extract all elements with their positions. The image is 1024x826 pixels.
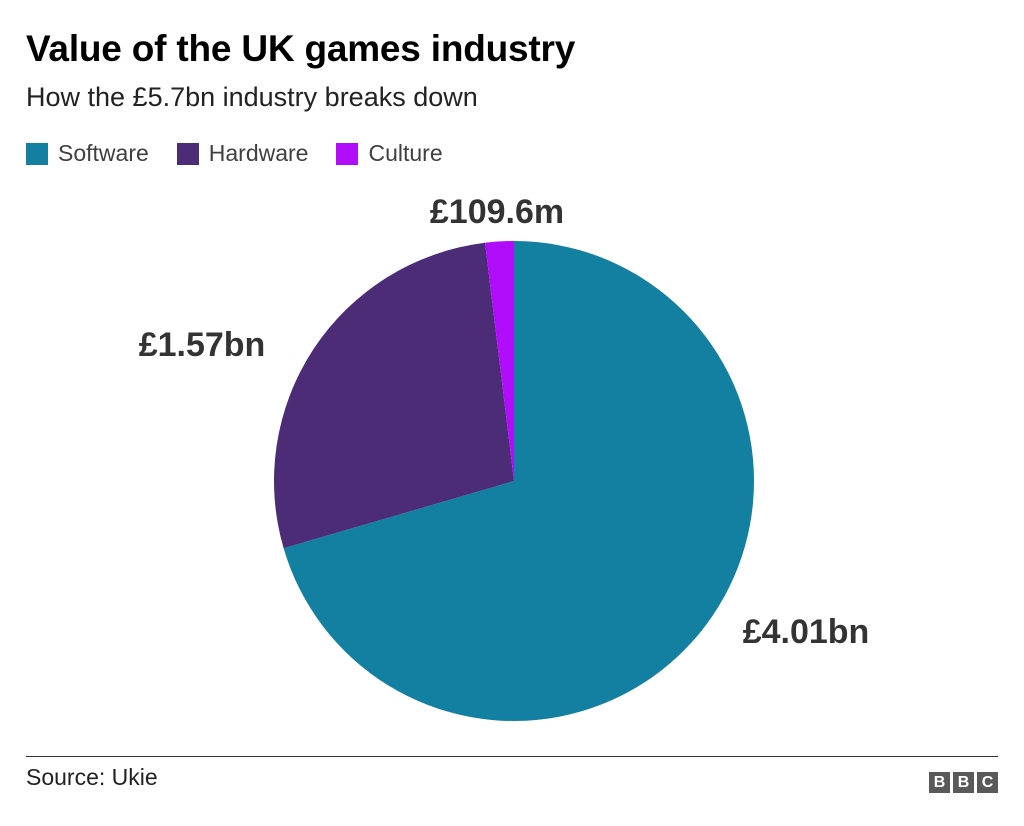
pie-slice-software [283,240,755,722]
pie-slices [274,240,755,722]
legend-item-software: Software [26,140,149,167]
bbc-logo-block: B [953,772,974,793]
legend-label-culture: Culture [368,140,443,166]
legend-label-hardware: Hardware [208,140,309,166]
legend-swatch-software [26,142,48,165]
legend-swatch-hardware [176,142,199,165]
pie-data-labels: £4.01bn £1.57bn £109.6m [139,193,870,651]
footer-divider [26,756,998,757]
data-label-culture: £109.6m [430,193,564,231]
chart-subtitle: How the £5.7bn industry breaks down [26,82,478,112]
bbc-logo-block: C [977,772,998,793]
pie-slice-hardware [274,242,514,549]
chart-title: Value of the UK games industry [26,28,576,69]
legend-swatch-culture [336,142,359,165]
legend-item-hardware: Hardware [176,140,309,167]
data-label-software: £4.01bn [743,613,870,651]
source-note: Source: Ukie [26,764,158,790]
legend: Software Hardware Culture [26,140,471,167]
bbc-logo: B B C [926,772,998,793]
pie-slice-culture [485,241,514,481]
data-label-hardware: £1.57bn [139,326,266,364]
legend-label-software: Software [58,140,149,166]
legend-item-culture: Culture [336,140,443,167]
bbc-logo-block: B [929,772,950,793]
